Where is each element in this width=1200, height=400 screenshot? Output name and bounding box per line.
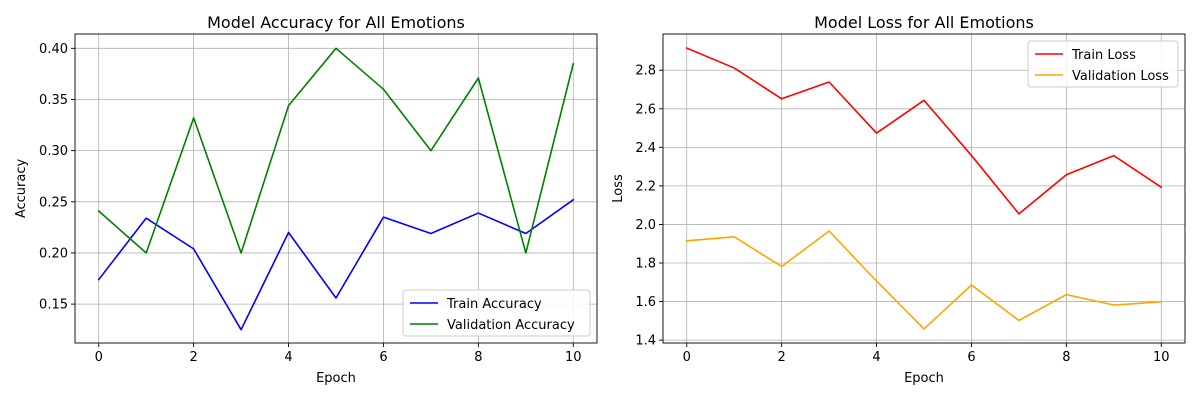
legend-label: Validation Loss — [1072, 69, 1169, 84]
plot-frame — [662, 33, 1186, 344]
y-tick-label: 0.35 — [39, 93, 68, 108]
x-tick-label: 6 — [379, 350, 387, 365]
x-tick-label: 10 — [565, 350, 582, 365]
legend-box — [402, 289, 591, 337]
y-tick-label: 2.4 — [635, 141, 656, 156]
chart-title: Model Loss for All Emotions — [814, 13, 1034, 32]
plot-frame — [74, 33, 598, 344]
y-tick-label: 2.6 — [635, 102, 656, 117]
legend-label: Train Loss — [1071, 48, 1136, 63]
y-axis-label: Loss — [611, 174, 626, 203]
x-tick-label: 2 — [777, 350, 785, 365]
series-line-train-accuracy — [97, 198, 575, 331]
legend: Train Accuracy Validation Accuracy — [402, 289, 591, 337]
x-tick-label: 0 — [683, 350, 691, 365]
y-tick-label: 0.40 — [39, 42, 68, 57]
chart-title: Model Accuracy for All Emotions — [207, 13, 465, 32]
x-tick-label: 4 — [284, 350, 292, 365]
y-tick-label: 1.8 — [635, 257, 656, 272]
x-tick-label: 6 — [967, 350, 975, 365]
legend-label: Validation Accuracy — [447, 318, 575, 333]
legend: Train Loss Validation Loss — [1027, 40, 1179, 88]
x-tick-label: 10 — [1153, 350, 1170, 365]
series-line-train-loss — [685, 47, 1163, 215]
x-axis-label: Epoch — [316, 371, 356, 386]
y-tick-label: 0.30 — [39, 144, 68, 159]
x-tick-label: 8 — [1062, 350, 1070, 365]
y-tick-label: 2.0 — [635, 218, 656, 233]
accuracy-chart: 0 2 4 6 8 10 0.15 0.20 0.25 0.30 0.35 0.40 Model Acc… — [14, 13, 598, 386]
y-tick-label: 1.6 — [635, 295, 656, 310]
loss-chart: 0 2 4 6 8 10 1.4 1.6 1.8 2.0 2.2 2.4 2.6 2.8 Model Los… — [611, 13, 1186, 386]
y-tick-label: 1.4 — [635, 334, 656, 349]
y-tick-label: 0.25 — [39, 195, 68, 210]
series-line-validation-accuracy — [97, 47, 575, 254]
y-tick-label: 2.2 — [635, 179, 656, 194]
y-tick-label: 2.8 — [635, 64, 656, 79]
legend-label: Train Accuracy — [446, 297, 542, 312]
y-tick-label: 0.20 — [39, 246, 68, 261]
legend-box — [1027, 40, 1179, 88]
x-tick-label: 2 — [189, 350, 197, 365]
y-tick-label: 0.15 — [39, 298, 68, 313]
x-tick-label: 0 — [95, 350, 103, 365]
x-axis-label: Epoch — [904, 371, 944, 386]
y-axis-label: Accuracy — [14, 159, 29, 219]
x-tick-label: 4 — [872, 350, 880, 365]
series-line-validation-loss — [685, 230, 1163, 330]
x-tick-label: 8 — [474, 350, 482, 365]
